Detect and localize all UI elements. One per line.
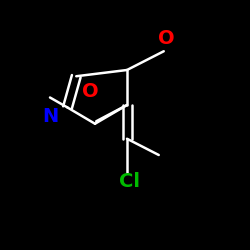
Text: O: O	[158, 29, 174, 48]
Text: N: N	[42, 107, 58, 126]
Text: Cl: Cl	[120, 172, 141, 191]
Text: O: O	[82, 82, 98, 101]
